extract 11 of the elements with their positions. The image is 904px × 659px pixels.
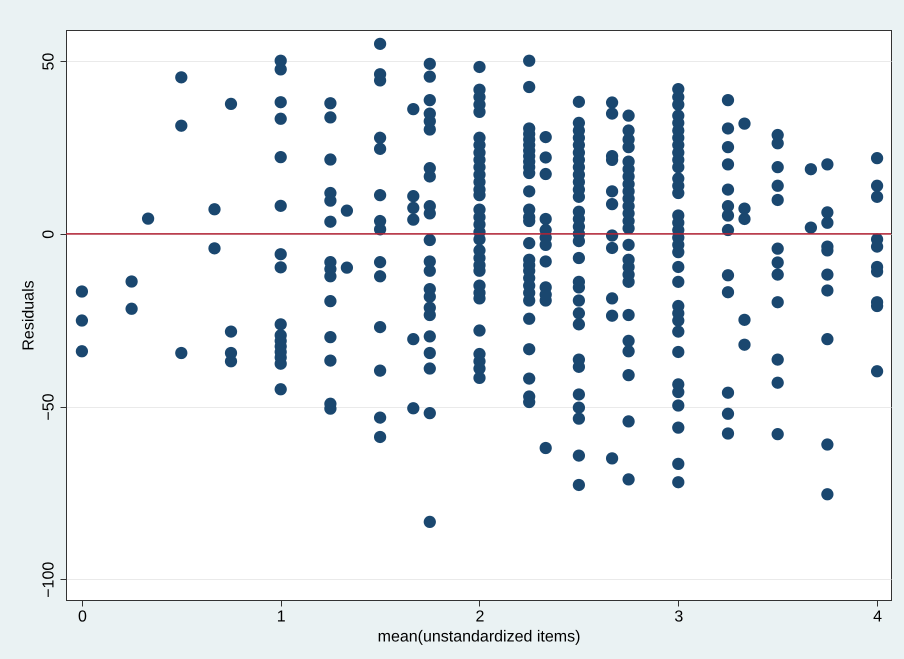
x-tick-label: 2	[476, 608, 485, 626]
x-axis-title: mean(unstandardized items)	[378, 628, 580, 646]
y-tick-label: −50	[40, 393, 58, 421]
y-tick-label: 50	[40, 52, 58, 70]
y-tick-label: 0	[40, 230, 58, 239]
x-tick-label: 3	[674, 608, 684, 626]
x-tick-label: 0	[78, 608, 87, 626]
x-tick-label: 4	[873, 608, 882, 626]
x-tick-label: 1	[276, 608, 286, 626]
y-tick-label: −100	[40, 562, 58, 598]
y-axis-title: Residuals	[20, 280, 38, 351]
